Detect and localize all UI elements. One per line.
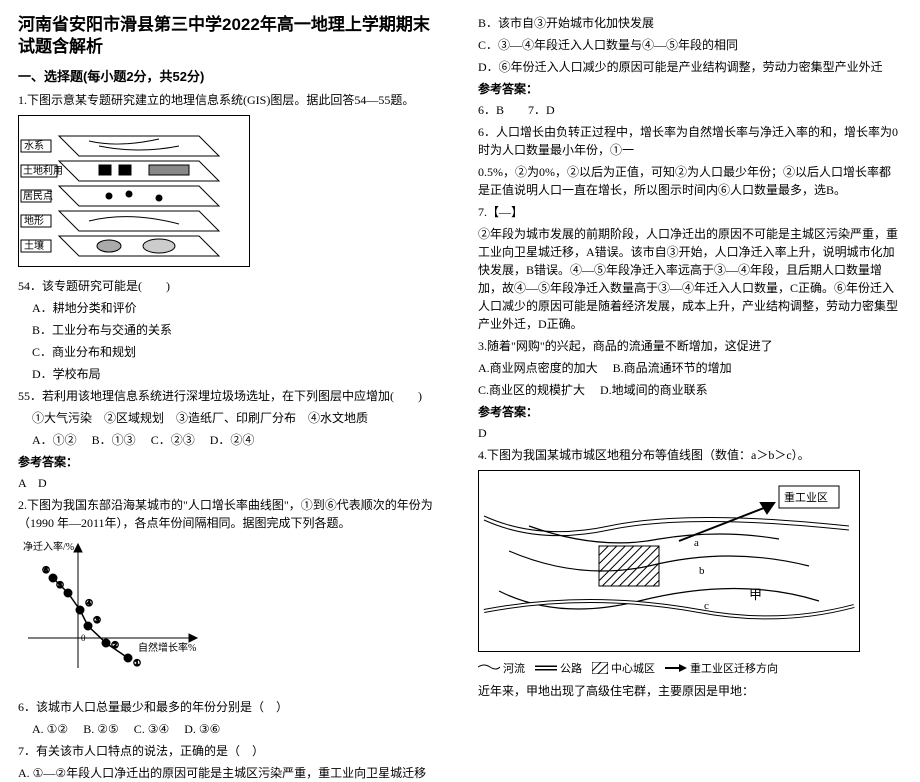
q6-choices: A. ①② B. ②⑤ C. ③④ D. ③⑥ — [32, 720, 442, 738]
ans2-label: 参考答案： — [478, 80, 902, 97]
q55-choices: A．①② B．①③ C．②③ D．②④ — [32, 431, 442, 449]
q54: 54．该专题研究可能是( ) — [18, 277, 442, 295]
q3c: C.商业区的规模扩大 — [478, 383, 585, 397]
jia-label: 甲 — [749, 587, 762, 602]
svg-text:④: ④ — [85, 598, 93, 608]
q55: 55．若利用该地理信息系统进行深埋垃圾场选址，在下列图层中应增加( ) — [18, 387, 442, 405]
q3-row2: C.商业区的规模扩大 D.地域间的商业联系 — [478, 381, 902, 399]
q55a: A．①② — [32, 433, 77, 447]
q3d: D.地域间的商业联系 — [600, 383, 708, 397]
left-column: 河南省安阳市滑县第三中学2022年高一地理上学期期末试题含解析 一、选择题(每小… — [0, 0, 460, 651]
svg-text:①: ① — [133, 658, 141, 668]
rent-map-svg: c b a 重工业区 甲 — [478, 470, 860, 652]
q3-row1: A.商业网点密度的加大 B.商品流通环节的增加 — [478, 359, 902, 377]
q4-foot: 近年来，甲地出现了高级住宅群，主要原因是甲地： — [478, 682, 902, 700]
svg-text:⑥: ⑥ — [42, 565, 50, 575]
q7: 7．有关该市人口特点的说法，正确的是（ ） — [18, 742, 442, 760]
rent-map-figure: c b a 重工业区 甲 — [478, 470, 902, 676]
svg-text:b: b — [699, 565, 705, 577]
legend-arrow: 重工业区迁移方向 — [665, 660, 778, 676]
svg-text:0: 0 — [81, 633, 86, 643]
layer-5-label: 土壤 — [24, 239, 44, 252]
x-axis-label: 自然增长率% — [138, 641, 196, 654]
q7b: B．该市自③开始城市化加快发展 — [478, 14, 902, 32]
map-legend: 河流 公路 中心城区 重工业区迁移方向 — [478, 660, 902, 676]
ans1: A D — [18, 474, 442, 492]
q3b: B.商品流通环节的增加 — [613, 361, 732, 375]
layer-1-label: 水系 — [24, 140, 44, 152]
legend-center: 中心城区 — [592, 660, 655, 676]
q54c: C．商业分布和规划 — [32, 343, 442, 361]
gis-layers-figure: 水系 土地利用 居民点 地形 土壤 — [18, 115, 442, 271]
right-column: B．该市自③开始城市化加快发展 C．③—④年段迁入人口数量与④—⑤年段的相同 D… — [460, 0, 920, 651]
exp7: 7.【—】 — [478, 203, 902, 221]
q6a: A. ①② — [32, 722, 68, 736]
ans3-label: 参考答案： — [478, 403, 902, 420]
q3: 3.随着"网购"的兴起，商品的流通量不断增加，这促进了 — [478, 337, 902, 355]
legend-road: 公路 — [535, 660, 582, 676]
legend-river: 河流 — [478, 660, 525, 676]
q55b: B．①③ — [92, 433, 136, 447]
q55c: C．②③ — [151, 433, 195, 447]
q6b: B. ②⑤ — [83, 722, 119, 736]
q54d: D．学校布局 — [32, 365, 442, 383]
section-heading: 一、选择题(每小题2分，共52分) — [18, 66, 442, 85]
q7a: A. ①—②年段人口净迁出的原因可能是主城区污染严重，重工业向卫星城迁移 — [18, 764, 442, 782]
ans3: D — [478, 424, 902, 442]
q6d: D. ③⑥ — [184, 722, 220, 736]
industrial-label: 重工业区 — [784, 490, 828, 504]
q1-intro: 1.下图示意某专题研究建立的地理信息系统(GIS)图层。据此回答54—55题。 — [18, 91, 442, 109]
svg-text:③: ③ — [93, 615, 101, 625]
exp6: 6．人口增长由负转正过程中，增长率为自然增长率与净迁入率的和，增长率为0时为人口… — [478, 123, 902, 159]
exp7a: ②年段为城市发展的前期阶段，人口净迁出的原因不可能是主城区污染严重，重工业向卫星… — [478, 225, 902, 333]
ans1-label: 参考答案： — [18, 453, 442, 470]
q6: 6．该城市人口总量最少和最多的年份分别是（ ） — [18, 698, 442, 716]
q54b: B．工业分布与交通的关系 — [32, 321, 442, 339]
q4: 4.下图为我国某城市城区地租分布等值线图（数值：a＞b＞c）。 — [478, 446, 902, 464]
growth-chart-svg: 净迁入率/% 自然增长率% ⑥ ⑤ ④ ③ ② ① 0 — [18, 538, 208, 688]
q55opts: ①大气污染 ②区域规划 ③造纸厂、印刷厂分布 ④水文地质 — [32, 409, 442, 427]
layer-2-label: 土地利用 — [23, 164, 63, 177]
y-axis-label: 净迁入率/% — [23, 540, 74, 553]
q6c: C. ③④ — [134, 722, 170, 736]
layer-3-label: 居民点 — [23, 190, 53, 202]
q7c: C．③—④年段迁入人口数量与④—⑤年段的相同 — [478, 36, 902, 54]
svg-text:a: a — [694, 537, 699, 549]
ans2: 6．B 7．D — [478, 101, 902, 119]
q54a: A．耕地分类和评价 — [32, 299, 442, 317]
q7d: D．⑥年份迁入人口减少的原因可能是产业结构调整，劳动力密集型产业外迁 — [478, 58, 902, 76]
growth-curve-figure: 净迁入率/% 自然增长率% ⑥ ⑤ ④ ③ ② ① 0 — [18, 538, 442, 692]
layer-4-label: 地形 — [24, 214, 44, 227]
doc-title: 河南省安阳市滑县第三中学2022年高一地理上学期期末试题含解析 — [18, 14, 442, 58]
exp6b: 0.5%，②为0%，②以后为正值，可知②为人口最少年份；②以后人口增长率都是正值… — [478, 163, 902, 199]
gis-layers-svg: 水系 土地利用 居民点 地形 土壤 — [18, 115, 250, 267]
q55d: D．②④ — [210, 433, 255, 447]
q2-intro: 2.下图为我国东部沿海某城市的"人口增长率曲线图"，①到⑥代表顺次的年份为（19… — [18, 496, 442, 532]
q3a: A.商业网点密度的加大 — [478, 361, 598, 375]
